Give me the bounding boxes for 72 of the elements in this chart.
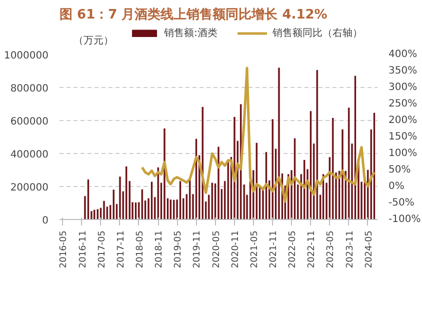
bar (255, 142, 258, 220)
bar (188, 177, 192, 220)
bar (271, 118, 274, 220)
bar (354, 75, 356, 220)
bar (226, 159, 230, 220)
bar (332, 117, 334, 220)
y-tick-label: 800000 (10, 84, 49, 94)
x-tick-label: 2016-05 (59, 230, 70, 268)
y2-tick-label: 200% (388, 115, 418, 126)
x-tick-label: 2024-05 (364, 230, 374, 268)
y2-tick-label: 350% (388, 66, 418, 76)
x-tick-label: 2021-11 (269, 230, 280, 268)
bar (341, 129, 344, 220)
line-series (140, 66, 376, 203)
y2-tick-label: 50% (388, 164, 411, 176)
legend-label: 销售额同比（右轴） (272, 26, 362, 40)
y2-tick-label: 250% (388, 98, 418, 110)
bar (93, 209, 96, 220)
y2-tick-label: 150% (388, 132, 418, 142)
x-tick-label: 2017-11 (116, 230, 126, 268)
x-tick-label: 2023-05 (326, 230, 336, 268)
bar (118, 176, 122, 220)
bar (303, 160, 306, 220)
bar (134, 202, 138, 220)
bar (348, 107, 350, 220)
bar (96, 208, 99, 220)
bar (310, 110, 312, 220)
x-tick-label: 2022-11 (307, 230, 318, 268)
y2-tick-label: -50% (388, 198, 414, 208)
bar (294, 138, 296, 220)
x-tick-label: 2020-05 (212, 230, 222, 268)
y2-tick-label: 0% (388, 181, 404, 192)
y-tick-label: 600000 (10, 116, 49, 128)
bar (195, 138, 198, 220)
y-tick-label: 1000000 (4, 50, 49, 62)
x-tick-label: 2021-05 (250, 230, 260, 268)
y2-tick-label: 400% (388, 49, 418, 60)
y-tick-label: 400000 (10, 150, 49, 160)
bar (86, 179, 90, 220)
bar (278, 67, 280, 220)
bar (150, 181, 153, 220)
x-tick-label: 2023-11 (345, 230, 356, 268)
chart-title: 图 61：7 月酒类线上销售额同比增长 4.12% (60, 6, 328, 22)
x-tick-label: 2019-05 (174, 230, 184, 268)
bar (322, 174, 325, 220)
x-tick-label: 2018-11 (154, 230, 165, 268)
x-tick-label: 2017-05 (97, 230, 108, 268)
bar (140, 188, 144, 220)
x-tick-label: 2022-05 (288, 230, 298, 268)
x-tick-label: 2016-11 (78, 230, 88, 268)
y-axis-title: （万元） (74, 36, 114, 46)
bar (169, 199, 172, 220)
bar (316, 70, 318, 220)
y2-tick-label: 300% (388, 82, 418, 93)
bar (156, 166, 160, 220)
bar (373, 112, 376, 220)
y2-tick-label: -100% (388, 214, 421, 225)
x-tick-label: 2018-05 (135, 230, 146, 268)
bar (210, 182, 214, 220)
y2-tick-label: 100% (388, 148, 418, 159)
x-tick-label: 2019-11 (192, 230, 203, 268)
bar (217, 146, 220, 220)
bar (112, 189, 115, 220)
bar (102, 200, 106, 220)
x-tick-label: 2020-11 (230, 230, 241, 268)
bar (172, 200, 176, 220)
y-tick-label: 200000 (10, 182, 49, 194)
y-tick-label: 0 (42, 216, 49, 226)
bar (179, 180, 182, 220)
bar (264, 152, 268, 220)
bar (125, 166, 128, 220)
legend-label: 销售额:酒类 (164, 26, 218, 40)
